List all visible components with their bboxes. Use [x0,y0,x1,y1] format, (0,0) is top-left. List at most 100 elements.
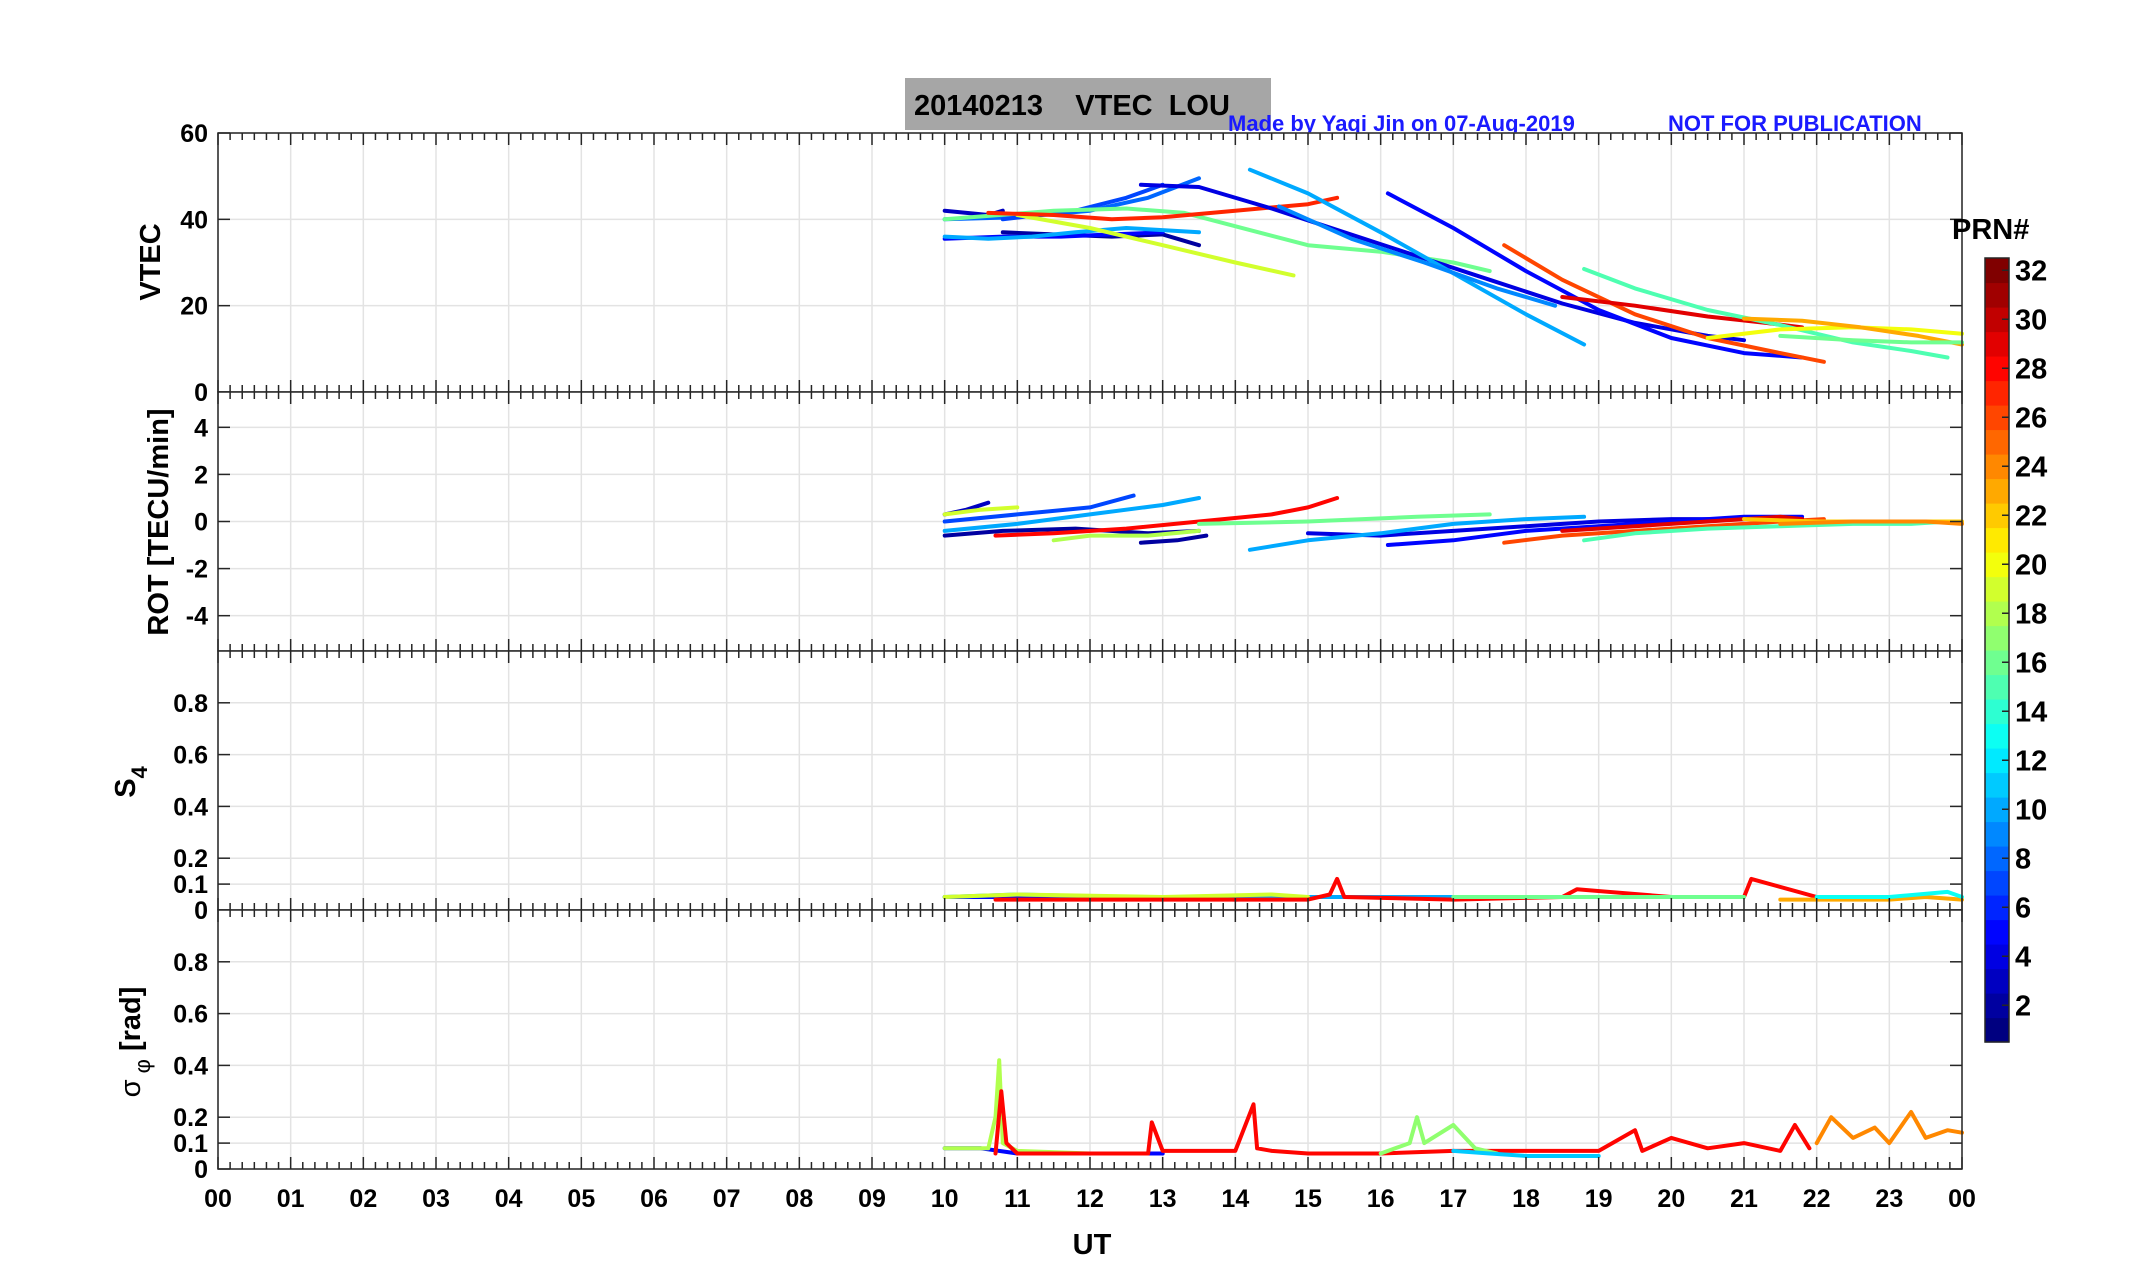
x-tick-label: 18 [1512,1185,1540,1213]
x-tick-label: 10 [931,1185,959,1213]
x-tick-label: 11 [1004,1185,1031,1213]
colorbar-cell [1985,968,2009,994]
series-line-prn-24 [1778,519,1964,526]
chart-credit: Made by Yaqi Jin on 07-Aug-2019 [1228,111,1575,136]
y-tick-label: 0.1 [173,1130,208,1158]
colorbar-tick-label: 26 [2015,402,2047,434]
series-line-prn-23 [1742,316,1964,347]
x-axis-tick-labels: 00 01 02 03 04 05 06 07 08 09 10 11 12 13 14 15 16 17 18 19… [204,1185,1976,1213]
colorbar-tick-label: 2 [2015,990,2031,1022]
colorbar-cell [1985,1017,2009,1043]
series-line-prn-11 [1451,1148,1601,1158]
colorbar-cell [1985,576,2009,602]
x-tick-label: 01 [277,1185,305,1213]
x-tick-label: 00 [1948,1185,1976,1213]
y-tick-label: 20 [180,293,208,321]
panel-s4: 00.10.2 0.4 0.6 0.8 [173,650,1964,925]
colorbar-tick-label: 4 [2015,941,2031,973]
colorbar-tick-label: 12 [2015,745,2047,777]
y-axis-label-s4-main: S [110,778,142,797]
x-tick-label: 08 [785,1185,813,1213]
colorbar-tick-label: 22 [2015,500,2047,532]
x-tick-label: 00 [204,1185,232,1213]
series-line-prn-19 [942,505,1020,517]
y-axis-label-phi-sub: φ [130,1059,155,1079]
y-tick-label: 0.8 [173,949,208,977]
x-tick-label: 16 [1367,1185,1395,1213]
y-tick-label: 0 [194,1156,208,1184]
colorbar-cell [1985,821,2009,847]
colorbar-tick-label: 16 [2015,647,2047,679]
y-tick-label: 40 [180,206,208,234]
colorbar-cell [1985,870,2009,896]
colorbar-cell [1985,380,2009,406]
series-line-prn-16 [1197,512,1492,526]
x-tick-label: 15 [1294,1185,1322,1213]
y-tick-label: 4 [194,414,208,442]
y-axis-label-rot: ROT [TECU/min] [143,408,175,635]
colorbar-tick-label: 10 [2015,794,2047,826]
y-axis-label-rad: [rad] [115,987,147,1060]
chart-title-box [905,78,1271,130]
x-axis-label: UT [1073,1229,1112,1261]
x-tick-label: 14 [1221,1185,1249,1213]
y-tick-label: 0 [194,897,208,925]
colorbar-cell [1985,429,2009,455]
series-line-prn-5 [1385,191,1805,360]
colorbar-tick-label: 28 [2015,353,2047,385]
series-line-prn-7 [942,493,1136,524]
series-line-prn-19 [942,892,1310,899]
y-tick-label: 0.6 [173,1001,208,1029]
panel-rot: -4 -2 0 2 4 [186,391,1964,652]
x-tick-label: 03 [422,1185,450,1213]
colorbar-tick-label: 14 [2015,696,2047,728]
y-axis-labels: VTEC ROT [TECU/min] S4 σ φ [rad] [110,223,175,1097]
x-tick-label: 04 [495,1185,523,1213]
y-axis-label-sigma-phi: σ φ [rad] [115,987,155,1098]
x-tick-label: 21 [1730,1185,1758,1213]
colorbar-tick-label: 6 [2015,892,2031,924]
x-tick-label: 17 [1439,1185,1467,1213]
x-tick-label: 19 [1585,1185,1613,1213]
x-tick-label: 07 [713,1185,741,1213]
x-tick-label: 20 [1657,1185,1685,1213]
y-tick-label: 2 [194,461,208,489]
x-tick-label: 12 [1076,1185,1104,1213]
x-tick-label: 06 [640,1185,668,1213]
chart-notice: NOT FOR PUBLICATION [1668,111,1922,136]
colorbar-tick-label: 30 [2015,304,2047,336]
x-tick-label: 02 [349,1185,377,1213]
colorbar-gradient [1984,257,2010,1043]
colorbar-tick-label: 18 [2015,598,2047,630]
series-line-prn-4 [1138,182,1746,343]
series-line-prn-10 [1247,167,1587,347]
colorbar-cell [1985,527,2009,553]
series-line-prn-24 [1814,1110,1964,1146]
colorbar-cell [1985,331,2009,357]
y-tick-label: 60 [180,120,208,148]
y-tick-label: 0.6 [173,742,208,770]
y-tick-label: 0.4 [173,1052,208,1080]
x-tick-label: 23 [1875,1185,1903,1213]
y-axis-label-vtec: VTEC [135,223,167,300]
series-line-prn-10 [1247,514,1587,552]
series-line-prn-28 [993,1089,1812,1156]
colorbar-cell [1985,723,2009,749]
y-tick-label: 0 [194,379,208,407]
series-line-prn-10 [942,226,1201,241]
series-line-prn-18 [1051,528,1201,543]
y-tick-label: 0.8 [173,690,208,718]
series-line-prn-15 [1582,267,1950,360]
series-line-prn-4 [1306,517,1746,538]
y-tick-label: 0.2 [173,1104,208,1132]
colorbar-frame [1984,257,2010,1043]
series-line-prn-27 [986,195,1340,222]
series-line-prn-29 [1560,514,1805,533]
colorbar-tick-label: 8 [2015,843,2031,875]
series-line-prn-9 [1276,204,1558,308]
y-axis-label-s4-sub: 4 [127,765,152,778]
colorbar-cell [1985,919,2009,945]
